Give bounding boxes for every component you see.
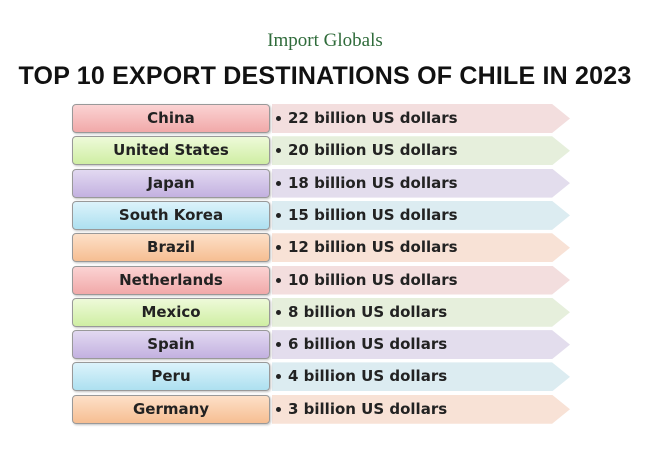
export-value: 4 billion US dollars — [288, 367, 448, 386]
country-label: Spain — [72, 330, 270, 360]
page-title: TOP 10 EXPORT DESTINATIONS OF CHILE IN 2… — [18, 62, 632, 90]
export-row: China 22 billion US dollars — [72, 104, 572, 133]
country-label: United States — [72, 136, 270, 166]
country-label: Japan — [72, 168, 270, 198]
export-row: South Korea 15 billion US dollars — [72, 200, 572, 230]
export-value: 10 billion US dollars — [288, 270, 458, 289]
export-row: Netherlands 10 billion US dollars — [72, 265, 572, 295]
bullet — [276, 406, 281, 412]
export-value: 15 billion US dollars — [288, 205, 458, 224]
bullet — [276, 148, 281, 154]
arrow-band — [272, 297, 570, 327]
bullet — [276, 342, 281, 348]
export-value: 22 billion US dollars — [288, 109, 458, 127]
bullet — [276, 277, 281, 283]
country-label: Brazil — [72, 233, 270, 263]
export-row: Peru 4 billion US dollars — [72, 362, 572, 392]
arrow-band — [272, 265, 570, 295]
arrow-band — [272, 168, 570, 198]
export-value: 12 billion US dollars — [288, 238, 458, 257]
export-row: Germany 3 billion US dollars — [72, 394, 572, 424]
country-label: Netherlands — [72, 265, 270, 295]
export-row: United States 20 billion US dollars — [72, 136, 572, 166]
bullet — [276, 374, 281, 380]
arrow-band — [272, 104, 570, 133]
brand-logo: Import Globals — [267, 30, 383, 51]
bullet — [276, 245, 281, 251]
country-label: Germany — [72, 394, 270, 424]
bullet — [276, 309, 281, 315]
country-label: China — [72, 104, 270, 133]
export-row: Brazil 12 billion US dollars — [72, 233, 572, 263]
bullet — [276, 212, 281, 218]
export-row: Mexico 8 billion US dollars — [72, 297, 572, 327]
arrow-band — [272, 330, 570, 360]
bullet — [276, 116, 281, 121]
export-row: Spain 6 billion US dollars — [72, 330, 572, 360]
export-value: 3 billion US dollars — [288, 399, 448, 418]
bullet — [276, 180, 281, 186]
country-label: Mexico — [72, 297, 270, 327]
arrow-band — [272, 362, 570, 392]
arrow-band — [272, 394, 570, 424]
arrow-band — [272, 200, 570, 230]
export-value: 20 billion US dollars — [288, 141, 458, 160]
export-row: Japan 18 billion US dollars — [72, 168, 572, 198]
arrow-band — [272, 136, 570, 166]
arrow-band — [272, 233, 570, 263]
export-value: 18 billion US dollars — [288, 173, 458, 192]
country-label: Peru — [72, 362, 270, 392]
export-value: 8 billion US dollars — [288, 302, 448, 321]
export-value: 6 billion US dollars — [288, 335, 448, 354]
country-label: South Korea — [72, 200, 270, 230]
